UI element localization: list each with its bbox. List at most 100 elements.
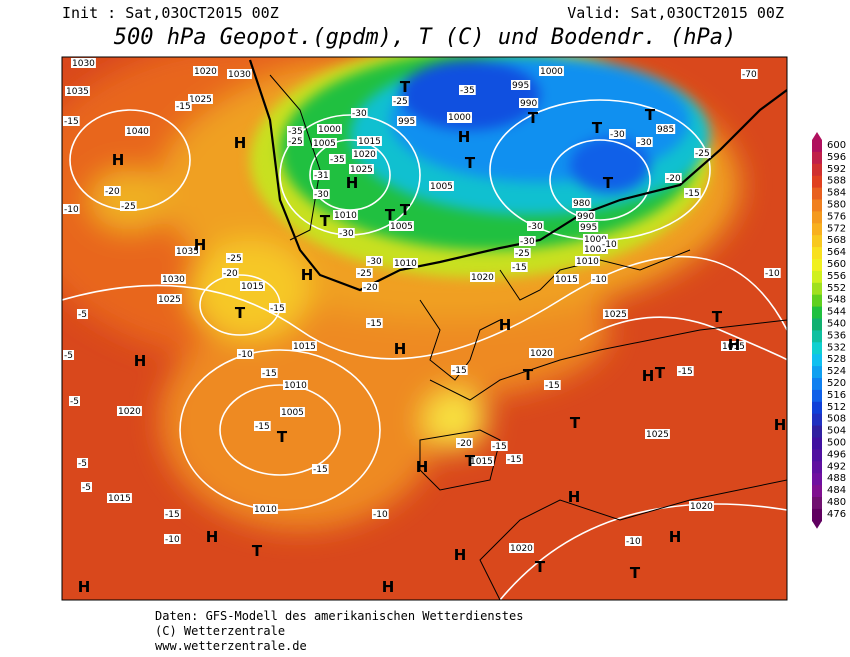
temperature-label: -25 <box>392 96 409 107</box>
pressure-center: T <box>465 452 476 470</box>
isobar-label: 1020 <box>193 66 218 77</box>
isobar-label-box <box>519 98 539 108</box>
temperature-label: -15 <box>511 262 528 273</box>
temperature-label: -15 <box>63 116 80 127</box>
isobar-label: 1000 <box>317 124 342 135</box>
isobar-label-text: 990 <box>520 99 537 109</box>
temperature-label-box <box>226 253 243 263</box>
pressure-center: T <box>235 304 246 322</box>
isobar-label-box <box>393 258 418 268</box>
isobar-label-text: 1015 <box>358 137 381 147</box>
isobar-label-text: 1015 <box>555 275 578 285</box>
colorbar-label: 572 <box>827 223 846 234</box>
temperature-label-box <box>609 129 626 139</box>
isobar-label: 1040 <box>125 126 150 137</box>
temperature-label: -30 <box>366 256 383 267</box>
temperature-label-text: -15 <box>262 369 277 379</box>
temperature-label: -5 <box>77 309 88 320</box>
isobar-label: 1020 <box>117 406 142 417</box>
isobar-label-text: 1020 <box>530 349 553 359</box>
temperature-label-box <box>741 69 758 79</box>
temperature-label-text: -15 <box>270 304 285 314</box>
temperature-label-box <box>362 282 379 292</box>
colorbar-swatch <box>812 330 822 343</box>
isobar-label: 1010 <box>333 210 358 221</box>
pressure-center: T <box>535 558 546 576</box>
isobar-label-text: 1010 <box>394 259 417 269</box>
temperature-label-box <box>351 108 368 118</box>
pressure-center: T <box>645 106 656 124</box>
temperature-label: -15 <box>261 368 278 379</box>
pressure-center: T <box>603 174 614 192</box>
isobar-label: 1020 <box>689 501 714 512</box>
temperature-label: -10 <box>63 204 80 215</box>
temperature-label-text: -25 <box>393 97 408 107</box>
temperature-label: -10 <box>237 349 254 360</box>
temperature-label: -15 <box>312 464 329 475</box>
isobar-label: 1025 <box>188 94 213 105</box>
isobar-label-text: 1030 <box>228 70 251 80</box>
temperature-label-box <box>175 101 192 111</box>
temperature-label-box <box>164 509 181 519</box>
temperature-label-text: -30 <box>339 229 354 239</box>
isobar-label: 1000 <box>539 66 564 77</box>
temperature-label: -20 <box>362 282 379 293</box>
temperature-label: -25 <box>120 201 137 212</box>
colorbar-label: 496 <box>827 449 846 460</box>
isobar-label-box <box>161 274 186 284</box>
colorbar-label: 492 <box>827 461 846 472</box>
temperature-label-text: -15 <box>545 381 560 391</box>
pressure-center: H <box>568 488 581 506</box>
isobar-label-text: 985 <box>657 125 674 135</box>
temperature-label-text: -30 <box>367 257 382 267</box>
colorbar-label: 480 <box>827 497 846 508</box>
isobar-label: 1020 <box>470 272 495 283</box>
temperature-label-text: -25 <box>695 149 710 159</box>
footer-source: Daten: GFS-Modell des amerikanischen Wet… <box>155 609 523 623</box>
isobar-label-box <box>529 348 554 358</box>
temperature-label-box <box>764 268 781 278</box>
temperature-label-box <box>665 173 682 183</box>
temperature-label-text: -70 <box>742 70 757 80</box>
pressure-center: H <box>416 458 429 476</box>
colorbar-swatch <box>812 294 822 308</box>
temperature-label-text: -15 <box>165 510 180 520</box>
temperature-label-box <box>511 262 528 272</box>
colorbar-swatch <box>812 151 822 165</box>
isobar-label-box <box>107 493 132 503</box>
temperature-label: -15 <box>451 365 468 376</box>
isobar-label: 1030 <box>227 69 252 80</box>
isobar-label-text: 1010 <box>576 257 599 267</box>
isobar-label-box <box>603 309 628 319</box>
pressure-center: T <box>385 206 396 224</box>
temperature-label-box <box>514 248 531 258</box>
colorbar-swatch <box>812 401 822 415</box>
temperature-label-text: -30 <box>610 130 625 140</box>
isobar-label-box <box>470 272 495 282</box>
temperature-label: -35 <box>459 85 476 96</box>
colorbar-swatch <box>812 140 822 153</box>
colorbar-label: 536 <box>827 330 846 341</box>
pressure-center: H <box>346 174 359 192</box>
isobar-label-text: 1025 <box>350 165 373 175</box>
isobar-label-text: 1000 <box>448 113 471 123</box>
pressure-center: T <box>320 212 331 230</box>
colorbar-swatch <box>812 187 822 200</box>
temperature-label: -20 <box>456 438 473 449</box>
colorbar-label: 524 <box>827 366 846 377</box>
temperature-label: -5 <box>69 396 80 407</box>
colorbar-label: 584 <box>827 188 846 199</box>
isobar-label: 1015 <box>721 341 746 352</box>
temperature-label-box <box>222 268 239 278</box>
temperature-label: -30 <box>313 189 330 200</box>
colorbar-swatch <box>812 389 822 403</box>
isobar-label-box <box>333 210 358 220</box>
colorbar-swatch <box>812 473 822 486</box>
isobar-label-text: 995 <box>580 223 597 233</box>
isobar-label-box <box>253 504 278 514</box>
colorbar-swatch <box>812 449 822 462</box>
pressure-center: H <box>234 134 247 152</box>
temperature-label: -10 <box>625 536 642 547</box>
colorbar-label: 596 <box>827 152 846 163</box>
isobar-label: 1020 <box>509 543 534 554</box>
